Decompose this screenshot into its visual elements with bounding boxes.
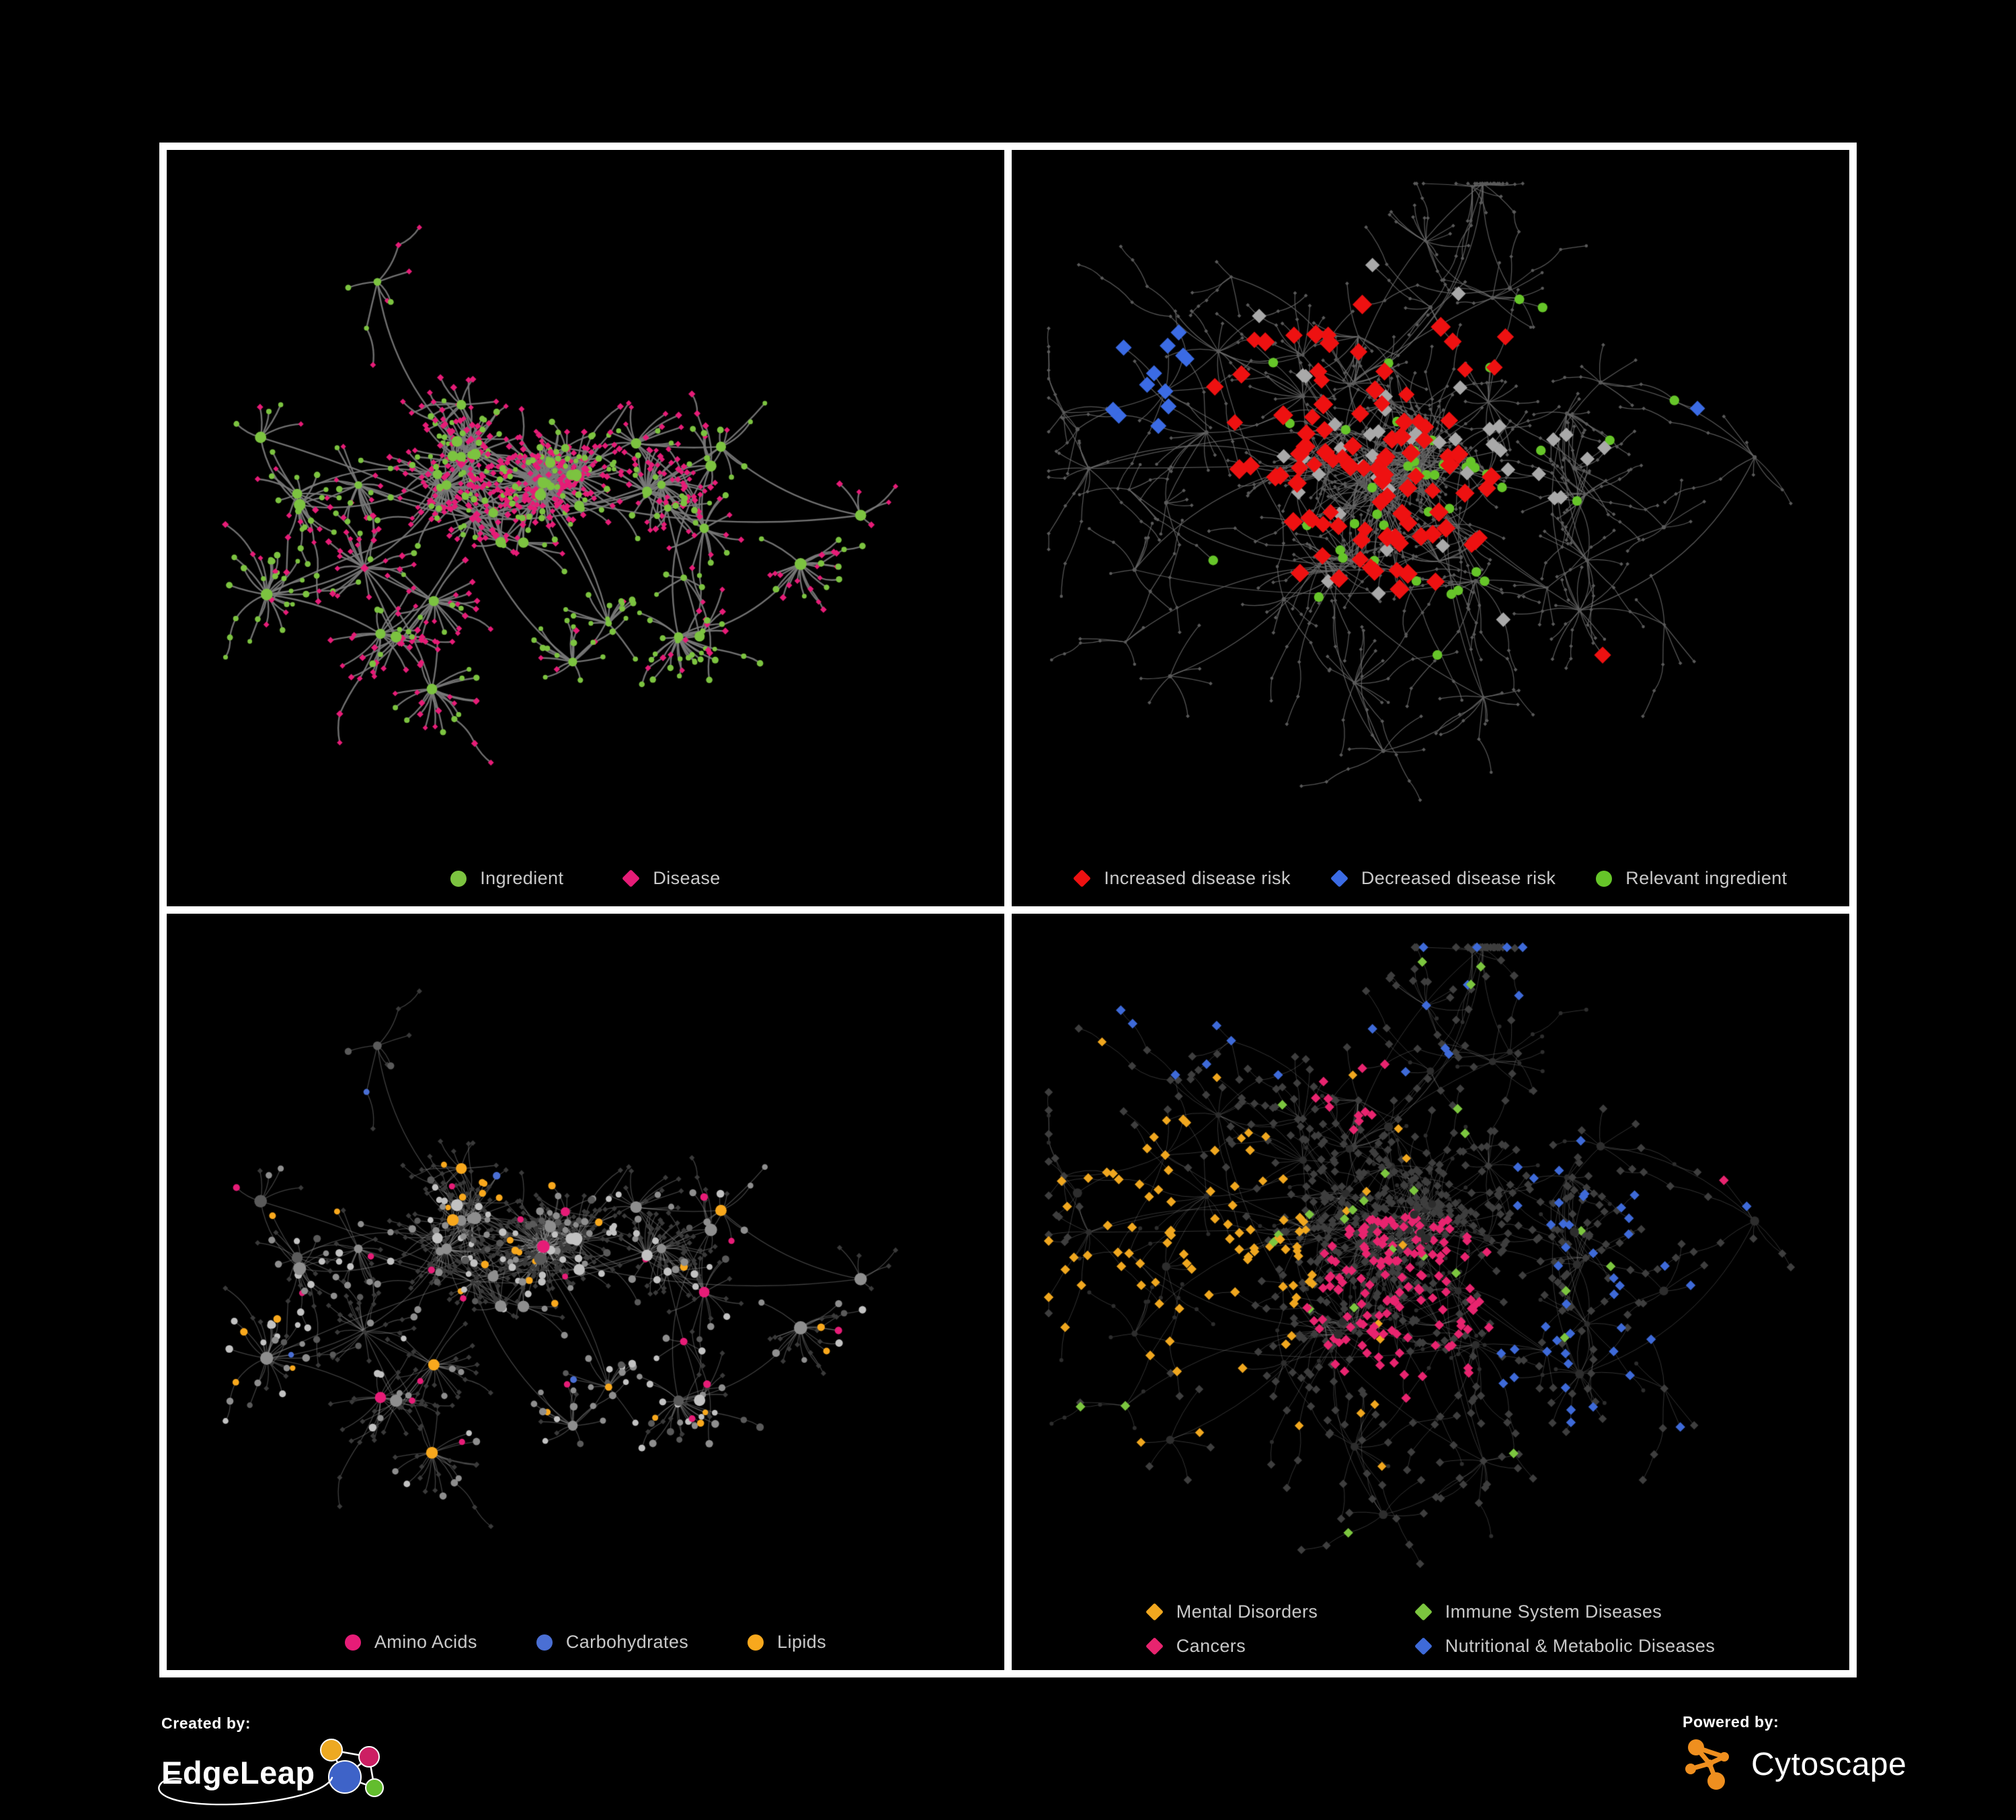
increased-risk-diamond-icon [1073, 869, 1092, 887]
panel-ingredient-disease: Ingredient Disease [167, 150, 1004, 906]
powered-by-label: Powered by: [1683, 1713, 1779, 1731]
legend-label: Mental Disorders [1176, 1601, 1318, 1622]
panel-disease-categories: Mental Disorders Immune System Diseases … [1012, 914, 1849, 1670]
legend-item: Immune System Diseases [1414, 1601, 1715, 1622]
legend-item: Increased disease risk [1073, 868, 1291, 889]
created-by-label: Created by: [161, 1714, 251, 1732]
legend-label: Nutritional & Metabolic Diseases [1445, 1636, 1716, 1656]
legend-item: Lipids [748, 1632, 826, 1653]
lipids-circle-icon [748, 1634, 764, 1651]
legend-label: Lipids [777, 1632, 827, 1652]
legend-label: Relevant ingredient [1625, 868, 1787, 888]
disease-diamond-icon [622, 869, 641, 887]
network-disease-categories-canvas [1012, 914, 1849, 1670]
legend-item: Amino Acids [344, 1632, 477, 1653]
panel-grid: Ingredient Disease Increased disease ris… [159, 143, 1857, 1677]
decreased-risk-diamond-icon [1330, 869, 1348, 887]
legend-item: Decreased disease risk [1330, 868, 1556, 889]
cytoscape-logo-icon [1685, 1739, 1729, 1790]
nutritional-metabolic-diamond-icon [1414, 1637, 1433, 1655]
legend-label: Increased disease risk [1104, 868, 1291, 888]
network-ingredient-disease-canvas [167, 150, 1004, 906]
edgeleap-brand-text: EdgeLeap [161, 1754, 315, 1790]
cytoscape-brand-text: Cytoscape [1751, 1747, 1907, 1782]
legend-disease-risk: Increased disease risk Decreased disease… [1012, 868, 1849, 889]
relevant-ingredient-circle-icon [1596, 870, 1613, 887]
panel-disease-risk: Increased disease risk Decreased disease… [1012, 150, 1849, 906]
legend-label: Immune System Diseases [1445, 1601, 1662, 1622]
carbohydrates-circle-icon [536, 1634, 553, 1651]
legend-item: Nutritional & Metabolic Diseases [1414, 1636, 1716, 1657]
legend-item: Mental Disorders [1145, 1601, 1375, 1622]
panel-nutrient-classes: Amino Acids Carbohydrates Lipids [167, 914, 1004, 1670]
legend-item: Relevant ingredient [1596, 868, 1787, 889]
legend-label: Cancers [1176, 1636, 1246, 1656]
mental-disorders-diamond-icon [1145, 1603, 1164, 1621]
network-disease-risk-canvas [1012, 150, 1849, 906]
legend-ingredient-disease: Ingredient Disease [167, 868, 1004, 889]
legend-item: Disease [622, 868, 720, 889]
immune-system-diamond-icon [1414, 1603, 1433, 1621]
legend-item: Cancers [1145, 1636, 1375, 1657]
legend-item: Carbohydrates [536, 1632, 688, 1653]
ingredient-circle-icon [450, 870, 467, 887]
created-by-credit: Created by: EdgeLeap [158, 1714, 392, 1809]
powered-by-credit: Powered by: Cytoscape [1683, 1713, 1906, 1796]
legend-item: Ingredient [450, 868, 563, 889]
legend-label: Carbohydrates [565, 1632, 689, 1652]
legend-nutrient-classes: Amino Acids Carbohydrates Lipids [167, 1632, 1004, 1653]
legend-label: Amino Acids [374, 1632, 477, 1652]
legend-label: Decreased disease risk [1361, 868, 1556, 888]
network-nutrient-classes-canvas [167, 914, 1004, 1670]
legend-disease-categories: Mental Disorders Immune System Diseases … [1012, 1601, 1849, 1657]
legend-label: Disease [653, 868, 721, 888]
cancers-diamond-icon [1145, 1637, 1164, 1655]
edgeleap-logo-icon [319, 1739, 384, 1797]
amino-acids-circle-icon [344, 1634, 361, 1651]
legend-label: Ingredient [480, 868, 564, 888]
